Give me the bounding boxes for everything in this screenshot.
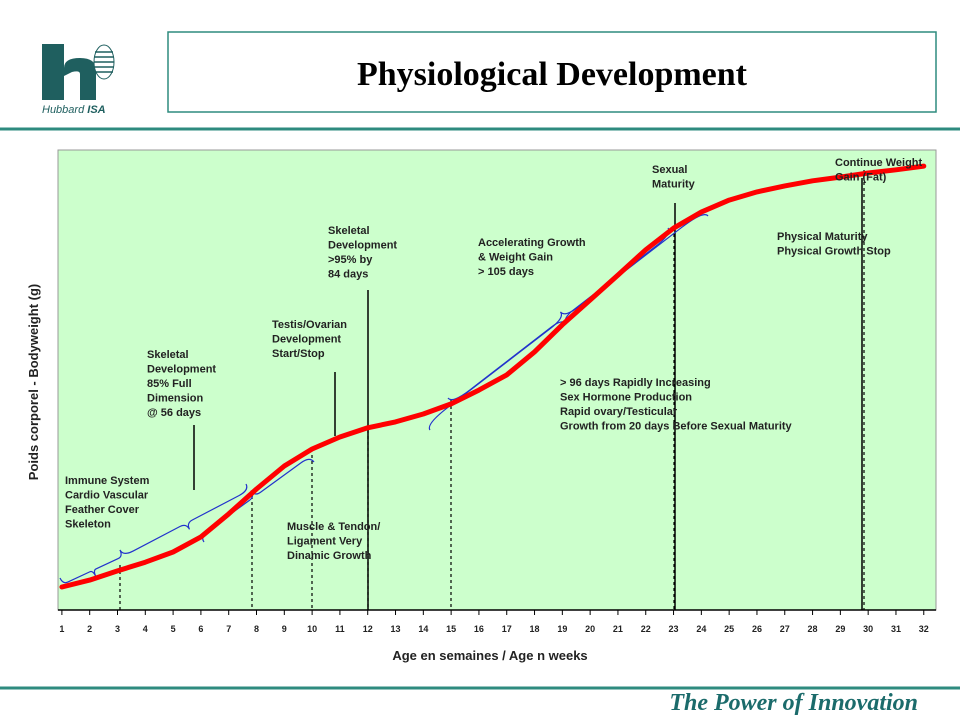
logo-brand: Hubbard <box>42 104 85 116</box>
x-tick-label: 3 <box>115 624 120 634</box>
chart: 1 2 3 4 5 6 7 8 9 10 11 12 13 14 15 16 17 18 19 20 21 22 23 24 2… <box>26 149 937 663</box>
annotation: Physical Maturity <box>777 231 868 243</box>
x-axis-label: Age en semaines / Age n weeks <box>392 648 587 663</box>
logo: Hubbard ISA <box>42 44 115 116</box>
annotation: Development <box>147 364 216 376</box>
x-tick-label: 32 <box>919 624 929 634</box>
x-tick-label: 11 <box>335 624 345 634</box>
x-tick-label: 4 <box>143 624 148 634</box>
x-tick-label: 6 <box>198 624 203 634</box>
x-tick-label: 18 <box>530 624 540 634</box>
annotation: Dinamic Growth <box>287 550 372 562</box>
footer: The Power of Innovation <box>669 690 918 716</box>
x-tick-label: 24 <box>696 624 706 634</box>
growth-curve <box>59 163 927 590</box>
x-tick-label: 19 <box>557 624 567 634</box>
title-box <box>167 31 937 113</box>
annotation: Accelerating Growth <box>478 237 586 249</box>
annotation: Maturity <box>652 179 696 191</box>
x-tick-label: 2 <box>87 624 92 634</box>
annotation: Skeletal <box>147 349 189 361</box>
annotation: Sexual <box>652 164 687 176</box>
annotation: Development <box>272 334 341 346</box>
x-tick-label: 23 <box>669 624 679 634</box>
annotation: Skeletal <box>328 225 370 237</box>
logo-stem <box>42 44 64 100</box>
x-tick-label: 30 <box>863 624 873 634</box>
annotation: Physical Growth Stop <box>777 246 891 258</box>
annotation: Dimension <box>147 393 204 405</box>
annotation: Growth from 20 days Before Sexual Maturi… <box>560 421 793 433</box>
x-tick-label: 25 <box>724 624 734 634</box>
x-tick-label: 13 <box>391 624 401 634</box>
annotation: Gain (Fat) <box>835 172 887 184</box>
x-tick-label: 27 <box>780 624 790 634</box>
y-axis-label: Poids corporel - Bodyweight (g) <box>26 284 41 480</box>
x-tick-label: 10 <box>307 624 317 634</box>
x-tick-label: 31 <box>891 624 901 634</box>
annotation: > 105 days <box>478 266 534 278</box>
annotation: Sex Hormone Production <box>560 392 692 404</box>
logo-arch <box>64 58 96 100</box>
annotation: Start/Stop <box>272 348 325 360</box>
annotation: Immune System <box>65 475 150 487</box>
logo-stripes <box>94 51 114 73</box>
x-tick-label: 16 <box>474 624 484 634</box>
annotation: 84 days <box>328 269 368 281</box>
annotation: Feather Cover <box>65 504 140 516</box>
annotation: Ligament Very <box>287 536 363 548</box>
title: Physiological Development <box>357 56 748 93</box>
annotation: Development <box>328 240 397 252</box>
x-tick-label: 12 <box>363 624 373 634</box>
x-tick-label: 20 <box>585 624 595 634</box>
logo-suffix: ISA <box>87 104 105 116</box>
logo-text: Hubbard ISA <box>42 104 106 116</box>
x-tick-label: 17 <box>502 624 512 634</box>
x-tick-label: 8 <box>254 624 259 634</box>
x-tick-label: 9 <box>282 624 287 634</box>
x-tick-label: 5 <box>171 624 176 634</box>
x-tick-label: 7 <box>226 624 231 634</box>
x-tick-label: 29 <box>835 624 845 634</box>
annotation: Testis/Ovarian <box>272 319 347 331</box>
annotation: 85% Full <box>147 378 192 390</box>
annotation: & Weight Gain <box>478 252 553 264</box>
annotation: Cardio Vascular <box>65 490 149 502</box>
x-tick-label: 22 <box>641 624 651 634</box>
x-tick-label: 28 <box>808 624 818 634</box>
x-tick-label: 21 <box>613 624 623 634</box>
annotation: @ 56 days <box>147 407 201 419</box>
x-tick-label: 1 <box>59 624 64 634</box>
x-tick-label: 15 <box>446 624 456 634</box>
annotation: > 96 days Rapidly Increasing <box>560 377 711 389</box>
x-tick-label: 14 <box>418 624 428 634</box>
annotation: Muscle & Tendon/ <box>287 521 380 533</box>
x-tick-label: 26 <box>752 624 762 634</box>
annotation: Continue Weight <box>835 157 923 169</box>
annotation: Rapid ovary/Testicular <box>560 406 678 418</box>
annotation: >95% by <box>328 254 373 266</box>
annotation: Skeleton <box>65 519 111 531</box>
